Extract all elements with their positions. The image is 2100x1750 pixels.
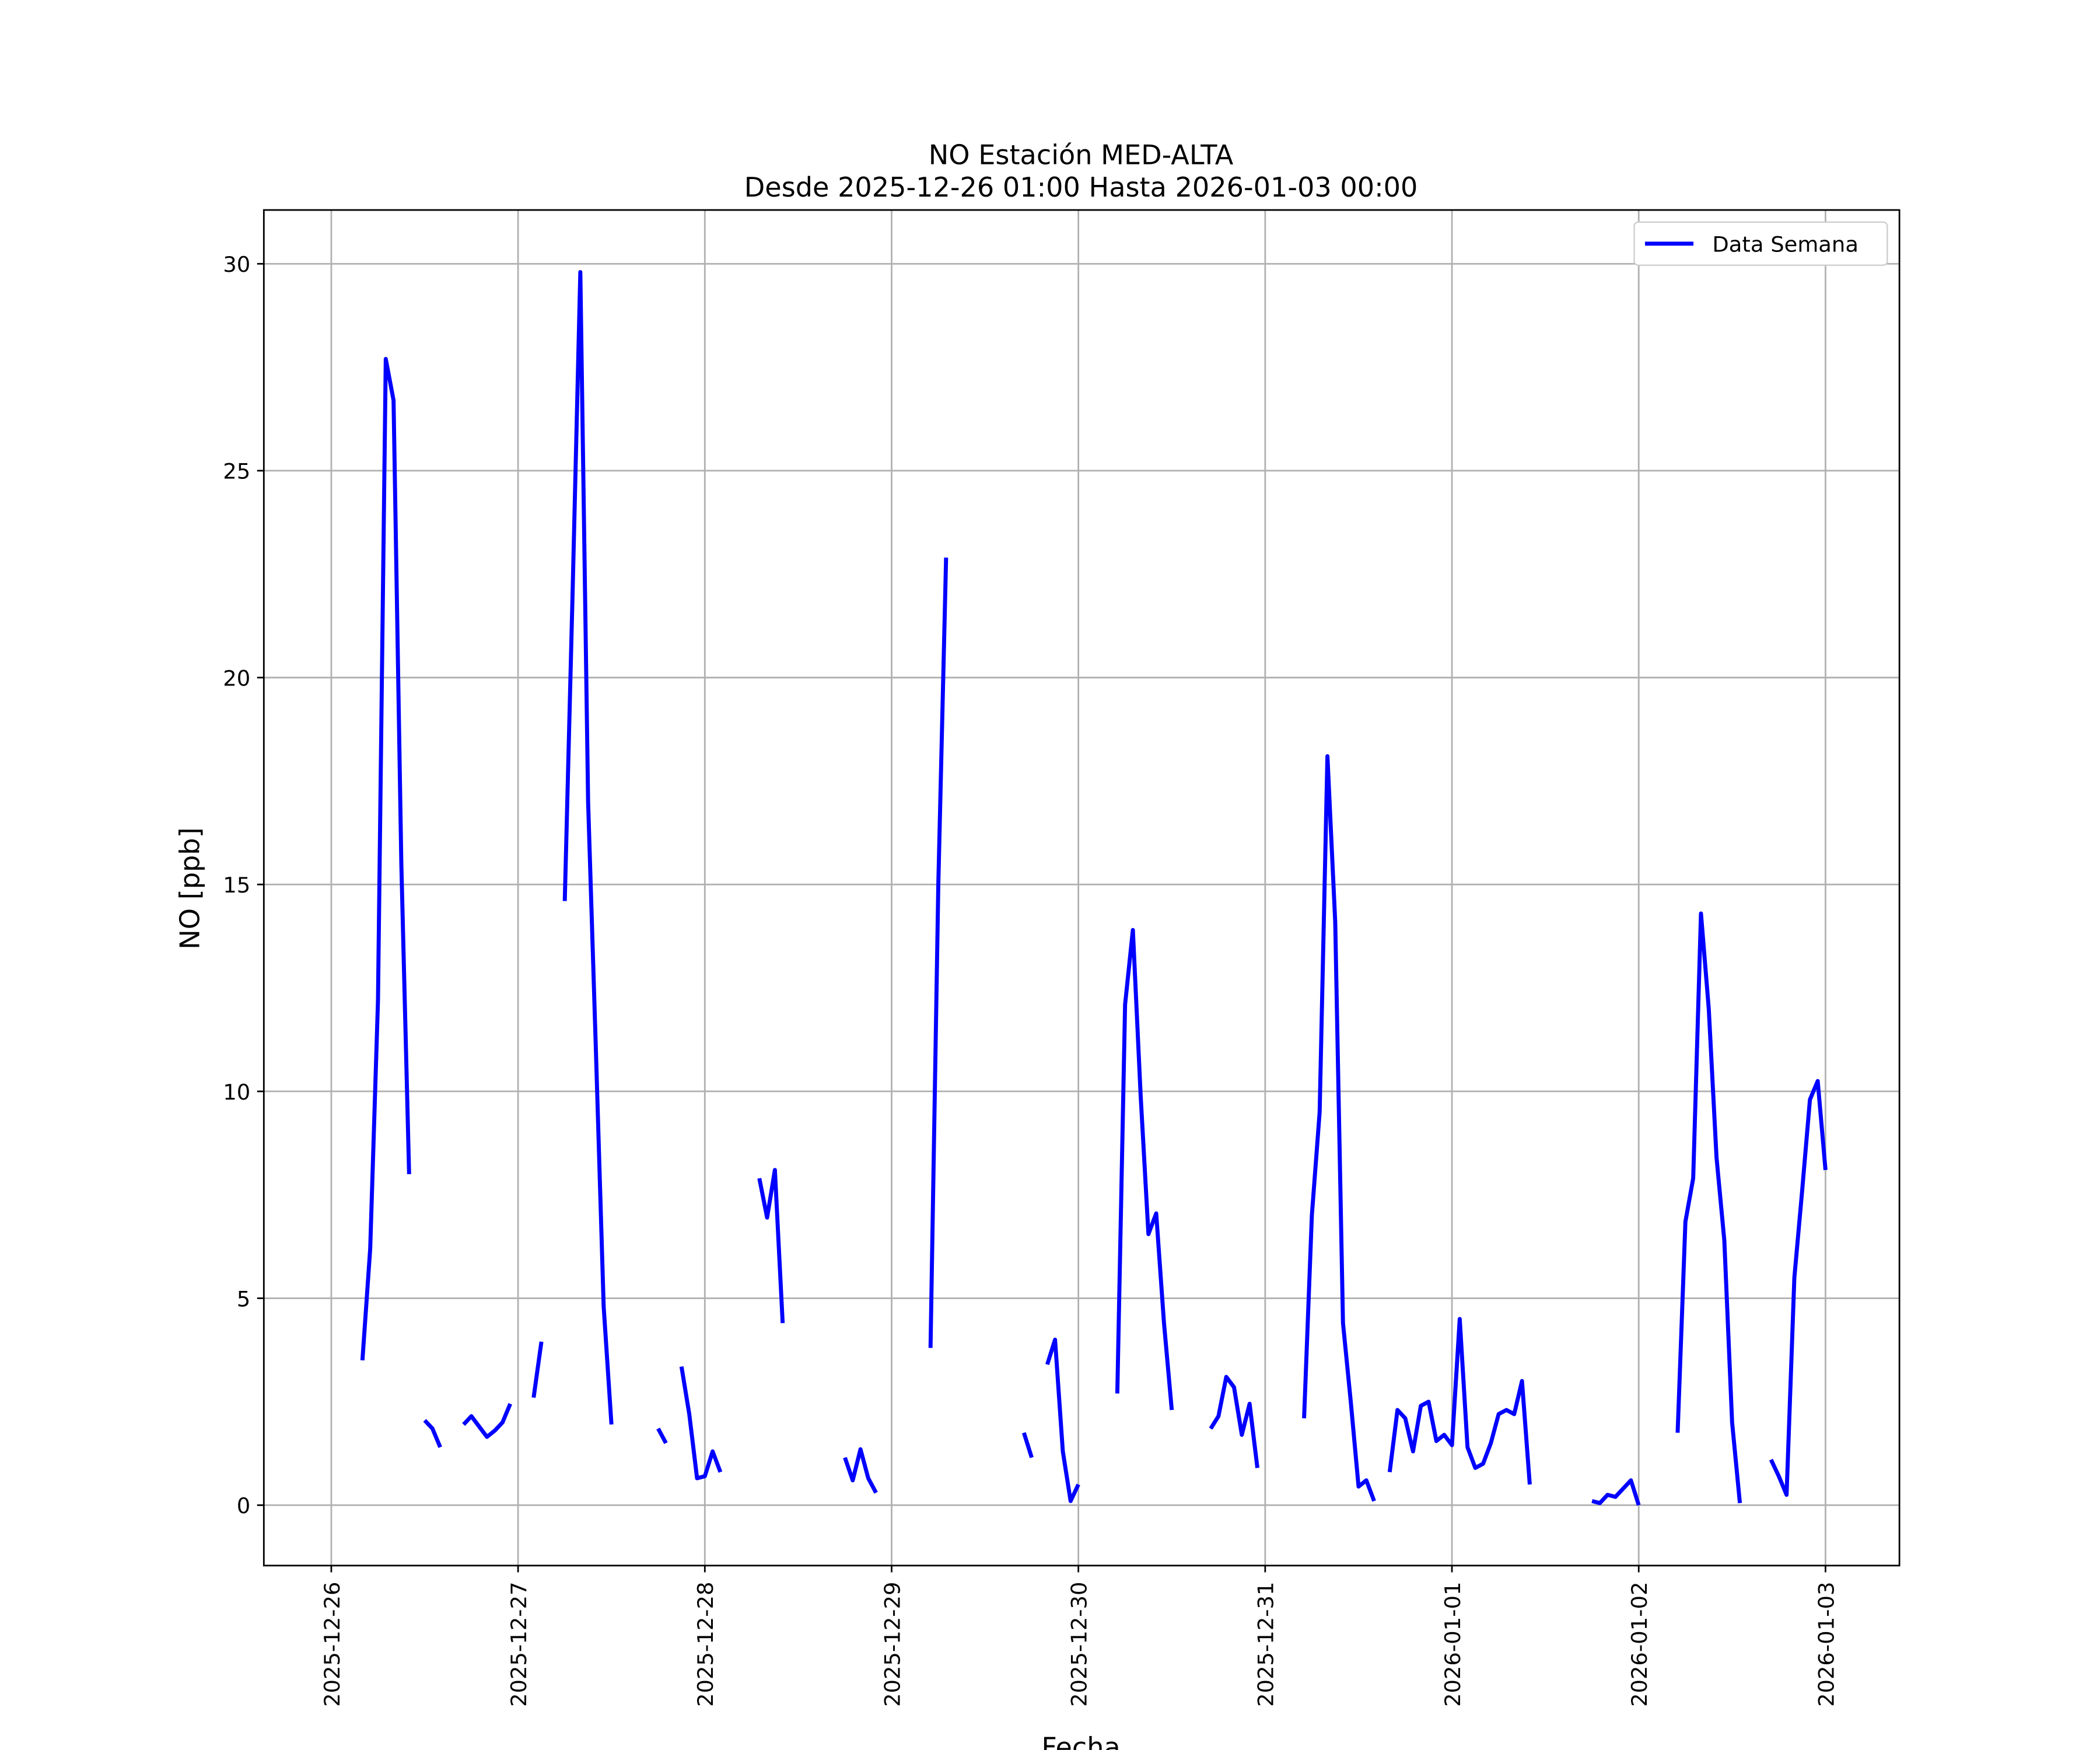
y-tick-label: 10 <box>223 1080 250 1105</box>
chart-title: NO Estación MED-ALTA <box>929 139 1234 171</box>
data-line <box>360 270 1828 1506</box>
plot-frame <box>262 209 1901 1567</box>
y-tick-label: 5 <box>237 1286 250 1311</box>
legend-label: Data Semana <box>1712 232 1859 257</box>
y-axis-label: NO [ppb] <box>174 827 206 949</box>
x-tick-label: 2026-01-01 <box>1440 1582 1465 1707</box>
x-tick-label: 2025-12-30 <box>1067 1582 1092 1707</box>
x-axis-label: Fecha <box>1041 1732 1120 1750</box>
legend-box <box>1633 221 1888 266</box>
x-tick-label: 2026-01-02 <box>1627 1582 1652 1707</box>
y-tick-label: 15 <box>223 873 250 898</box>
x-tick-label: 2025-12-26 <box>320 1582 345 1707</box>
y-tick-label: 20 <box>223 666 250 691</box>
x-tick-label: 2025-12-27 <box>506 1582 531 1707</box>
x-tick-label: 2026-01-03 <box>1814 1582 1839 1707</box>
x-tick-label: 2025-12-31 <box>1254 1582 1279 1707</box>
chart-subtitle: Desde 2025-12-26 01:00 Hasta 2026-01-03 … <box>744 172 1418 203</box>
y-tick-label: 30 <box>223 252 250 277</box>
x-tick-label: 2025-12-29 <box>880 1582 905 1707</box>
y-tick-label: 25 <box>223 459 250 484</box>
y-tick-label: 0 <box>237 1493 250 1518</box>
x-tick-label: 2025-12-28 <box>693 1582 718 1707</box>
